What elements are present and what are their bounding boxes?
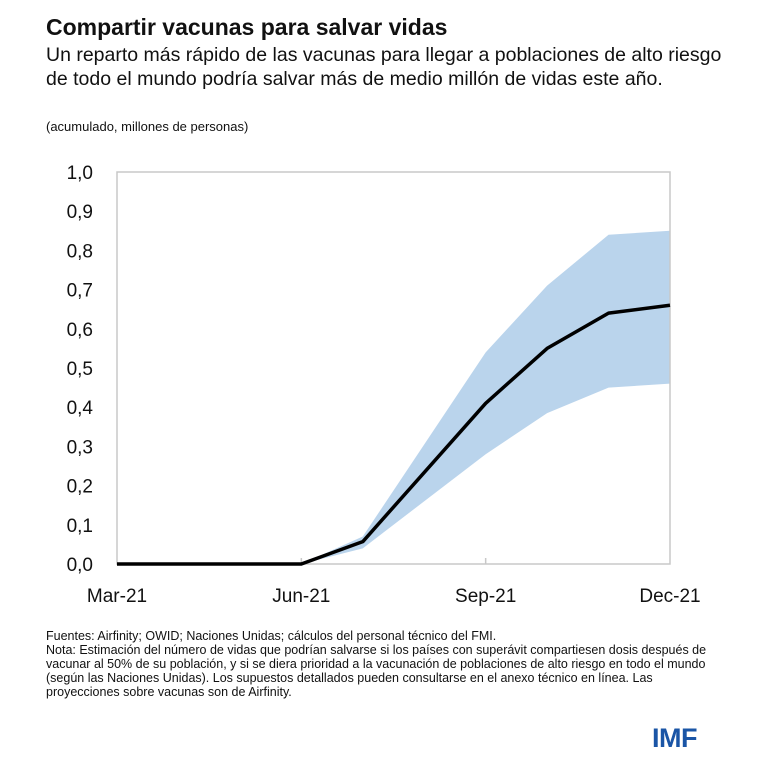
- chart: Mar-21 Jun-21 Sep-21 Dec-21 0,0 0,1 0,2 0,3 0,4 0…: [67, 163, 701, 607]
- x-tick-label: Dec-21: [639, 586, 700, 607]
- y-tick-label: 0,5: [67, 359, 93, 380]
- y-tick-label: 0,9: [67, 202, 93, 223]
- plot-frame: [116, 171, 671, 565]
- sources-text: Fuentes: Airfinity; OWID; Naciones Unida…: [46, 629, 497, 643]
- y-tick-label: 1,0: [67, 163, 93, 184]
- x-tick-label: Jun-21: [272, 586, 330, 607]
- y-tick-label: 0,7: [67, 281, 93, 302]
- chart-subtitle: Un reparto más rápido de las vacunas par…: [46, 44, 722, 90]
- central-line: [117, 303, 671, 566]
- x-tick-label: Sep-21: [455, 586, 516, 607]
- y-tick-label: 0,2: [67, 477, 93, 498]
- imf-logo: IMF: [652, 723, 698, 753]
- x-tick-label: Mar-21: [87, 586, 147, 607]
- y-tick-label: 0,3: [67, 437, 93, 458]
- y-tick-label: 0,1: [67, 516, 93, 537]
- y-tick-label: 0,4: [67, 398, 94, 419]
- y-tick-label: 0,6: [67, 320, 93, 341]
- footnotes: Fuentes: Airfinity; OWID; Naciones Unida…: [46, 629, 726, 699]
- confidence-band: [117, 230, 670, 565]
- note-text: Nota: Estimación del número de vidas que…: [46, 643, 707, 699]
- y-tick-label: 0,0: [67, 555, 93, 576]
- units-label: (acumulado, millones de personas): [46, 119, 249, 134]
- chart-title: Compartir vacunas para salvar vidas: [46, 14, 448, 40]
- y-tick-label: 0,8: [67, 241, 93, 262]
